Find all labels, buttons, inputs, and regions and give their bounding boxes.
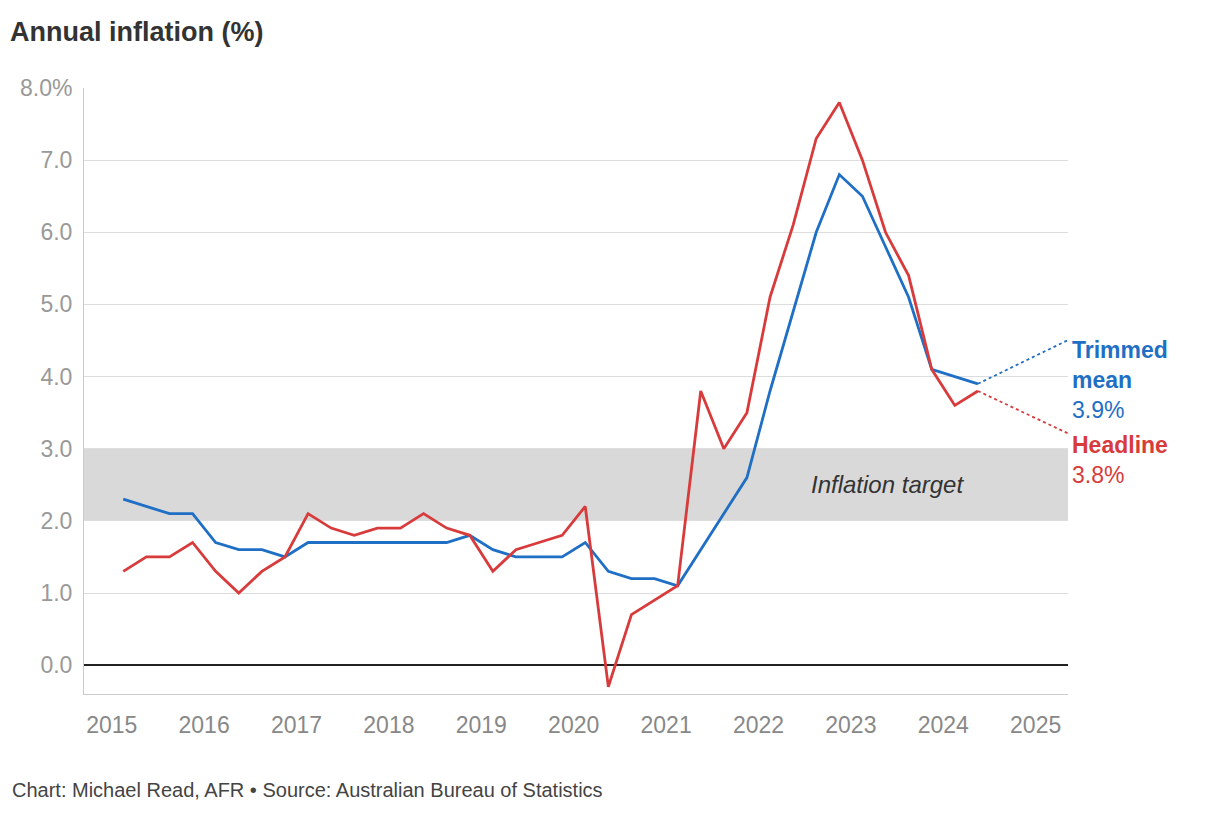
svg-text:Chart: Michael Read, AFR • Sou: Chart: Michael Read, AFR • Source: Austr… <box>12 779 603 801</box>
svg-text:2023: 2023 <box>825 712 876 738</box>
svg-text:Annual inflation (%): Annual inflation (%) <box>10 17 263 47</box>
svg-text:2020: 2020 <box>548 712 599 738</box>
svg-text:4.0: 4.0 <box>40 364 72 390</box>
svg-text:2017: 2017 <box>271 712 322 738</box>
svg-text:Headline3.8%: Headline3.8% <box>1072 432 1168 488</box>
svg-text:1.0: 1.0 <box>40 580 72 606</box>
svg-text:2018: 2018 <box>363 712 414 738</box>
svg-text:6.0: 6.0 <box>40 219 72 245</box>
svg-text:7.0: 7.0 <box>40 147 72 173</box>
svg-text:Inflation target: Inflation target <box>811 471 964 498</box>
svg-text:2019: 2019 <box>456 712 507 738</box>
svg-text:5.0: 5.0 <box>40 291 72 317</box>
svg-text:3.0: 3.0 <box>40 436 72 462</box>
svg-text:2.0: 2.0 <box>40 508 72 534</box>
svg-text:2022: 2022 <box>733 712 784 738</box>
svg-text:2024: 2024 <box>918 712 969 738</box>
svg-text:2025: 2025 <box>1010 712 1061 738</box>
svg-text:2015: 2015 <box>86 712 137 738</box>
svg-text:2016: 2016 <box>179 712 230 738</box>
svg-text:2021: 2021 <box>640 712 691 738</box>
svg-text:0.0: 0.0 <box>40 652 72 678</box>
svg-text:8.0%: 8.0% <box>20 75 72 101</box>
svg-text:Trimmedmean3.9%: Trimmedmean3.9% <box>1072 337 1168 423</box>
